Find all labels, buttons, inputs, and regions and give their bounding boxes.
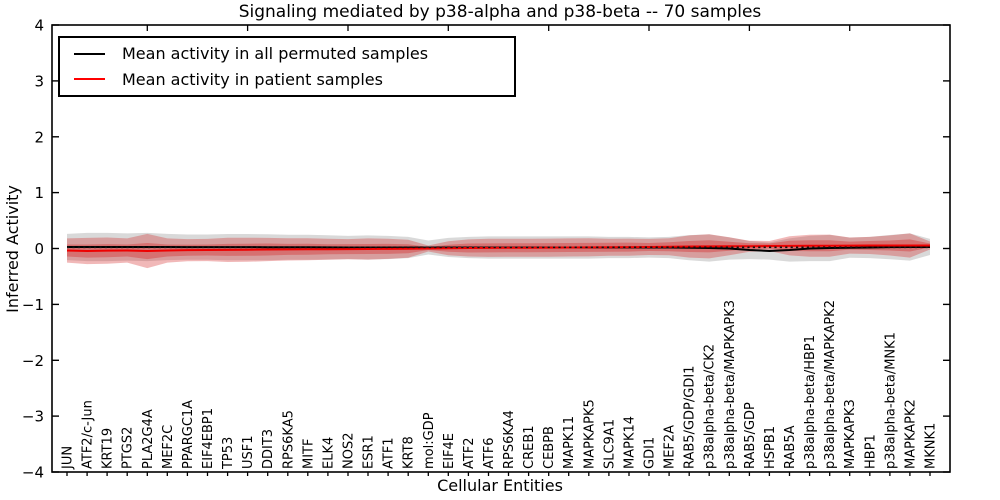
x-tick-label: KRT19: [101, 428, 116, 469]
y-axis-title: Inferred Activity: [3, 185, 22, 313]
x-tick-label: JUN: [61, 446, 76, 470]
legend-item-permuted: Mean activity in all permuted samples: [60, 44, 514, 63]
legend-item-patient: Mean activity in patient samples: [60, 70, 514, 89]
x-tick-label: p38alpha-beta/MAPKAPK2: [823, 300, 838, 469]
x-tick-label: PPARGC1A: [181, 400, 196, 469]
x-tick-label: GDI1: [643, 437, 658, 469]
x-tick-label: KRT8: [402, 436, 417, 469]
x-tick-label: p38alpha-beta/HBP1: [803, 335, 818, 469]
x-tick-label: MEF2C: [161, 425, 176, 469]
series-lines: [66, 244, 930, 253]
legend-line-red-icon: [74, 78, 105, 81]
legend: Mean activity in all permuted samples Me…: [58, 36, 516, 97]
x-tick-label: p38alpha-beta/MAPKAPK3: [723, 300, 738, 469]
x-tick-label: HBP1: [863, 434, 878, 469]
y-tick-label: 1: [34, 184, 44, 202]
y-tick-label: −4: [22, 464, 44, 482]
x-tick-label: EIF4E: [442, 433, 457, 469]
y-tick-label: −1: [22, 296, 44, 314]
x-tick-label: MAPK11: [562, 416, 577, 469]
chart-title: Signaling mediated by p38-alpha and p38-…: [238, 2, 762, 22]
x-tick-label: ATF2: [462, 437, 477, 469]
x-axis-title: Cellular Entities: [437, 476, 563, 495]
x-tick-label: EIF4EBP1: [201, 408, 216, 469]
x-tick-label: MKNK1: [924, 423, 939, 469]
x-tick-label: mol:GDP: [422, 412, 437, 469]
x-tick-label: MAPK14: [623, 416, 638, 469]
y-tick-label: 4: [34, 17, 44, 35]
x-tick-label: MITF: [301, 439, 316, 469]
x-tick-label: ATF1: [382, 437, 397, 469]
x-tick-label: p38alpha-beta/MNK1: [883, 332, 898, 469]
x-tick-label: CREB1: [522, 425, 537, 469]
axes: 4 3 2 1 0 −1 −2 −3 −4 JUN ATF2/c-Jun KRT19 PTGS2 PLA2…: [22, 17, 951, 482]
x-tick-label: ELK4: [321, 437, 336, 469]
y-tick-label: −2: [22, 352, 44, 370]
x-tick-label: MAPKAPK5: [582, 399, 597, 469]
band-patient-samples-range-inner: [67, 239, 930, 260]
y-tick-label: 0: [34, 240, 44, 258]
x-tick-label: RPS6KA4: [502, 410, 517, 469]
x-tick-label: NOS2: [342, 433, 357, 469]
x-tick-label: TP53: [221, 437, 236, 470]
y-tick-label: 3: [34, 72, 44, 90]
legend-label-permuted: Mean activity in all permuted samples: [122, 44, 429, 64]
x-tick-label: MEF2A: [663, 425, 678, 469]
y-tick-label: 2: [34, 128, 44, 146]
x-tick-label: PLA2G4A: [141, 409, 156, 469]
x-tick-label: DDIT3: [261, 429, 276, 469]
x-tick-label: SLC9A1: [602, 419, 617, 469]
x-tick-label: PTGS2: [121, 427, 136, 469]
x-tick-label: p38alpha-beta/CK2: [703, 344, 718, 469]
x-tick-label: RAB5/GDP/GDI1: [683, 366, 698, 469]
band-patient-samples-range-outer: [67, 233, 930, 269]
x-tick-label: ESR1: [362, 435, 377, 469]
x-tick-label: RPS6KA5: [281, 410, 296, 469]
x-tick-label: HSPB1: [763, 426, 778, 469]
x-tick-label: RAB5A: [783, 425, 798, 469]
legend-label-patient: Mean activity in patient samples: [122, 69, 383, 89]
y-tick-label: −3: [22, 408, 44, 426]
x-tick-label: ATF2/c-Jun: [81, 400, 96, 469]
series-mean-activity-patient-samples: [66, 244, 930, 253]
x-tick-label: CEBPB: [542, 426, 557, 469]
x-tick-label: USF1: [241, 435, 256, 469]
x-tick-label: MAPKAPK3: [843, 399, 858, 469]
legend-line-black-icon: [74, 52, 105, 55]
x-tick-label: MAPKAPK2: [903, 399, 918, 469]
x-tick-label: ATF6: [482, 437, 497, 469]
x-tick-label: RAB5/GDP: [743, 402, 758, 469]
